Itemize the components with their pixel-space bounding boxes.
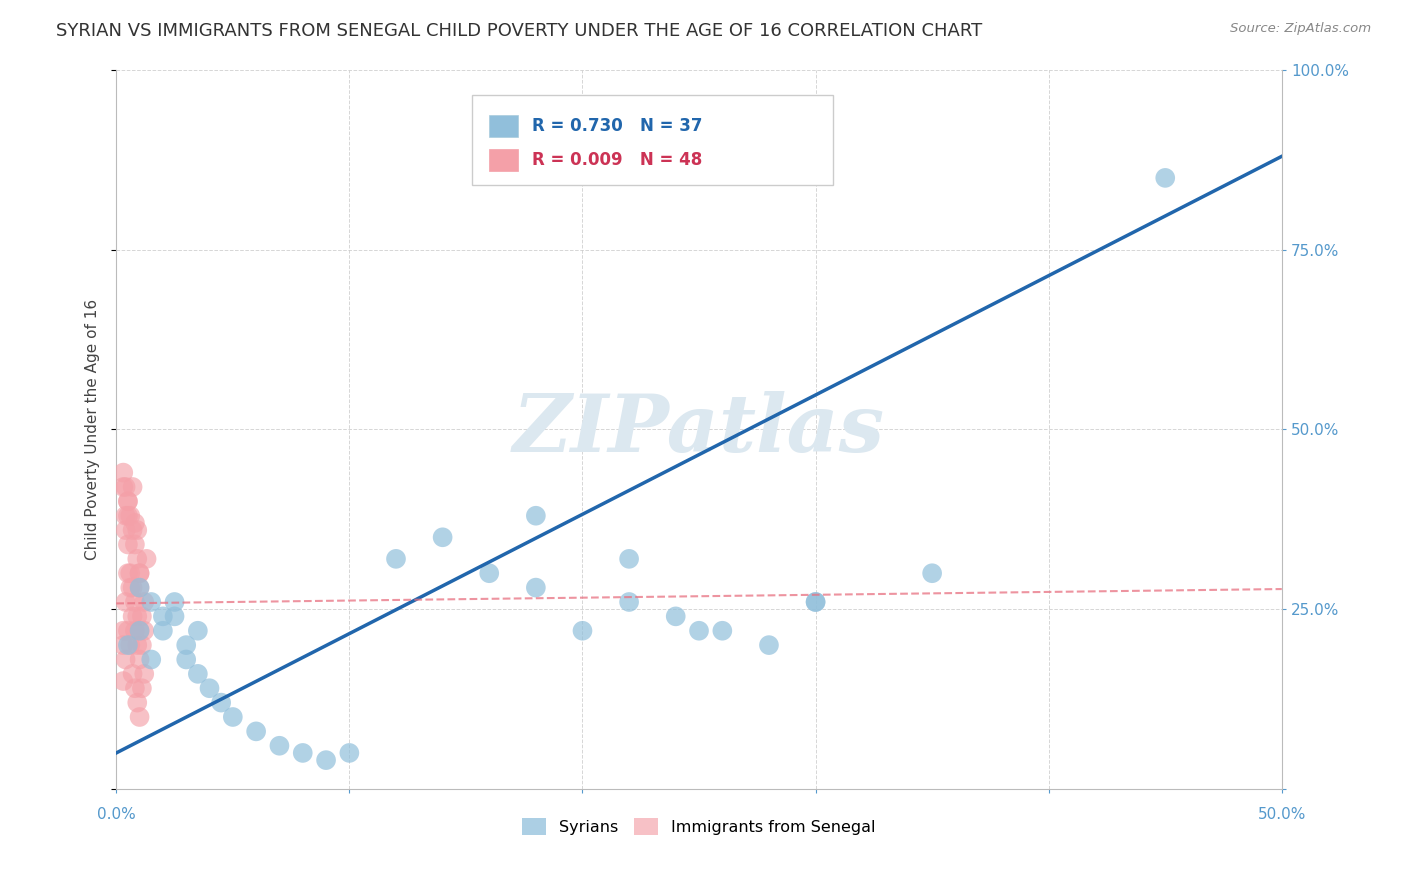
Point bbox=[124, 624, 146, 638]
Point bbox=[921, 566, 943, 581]
Point bbox=[385, 552, 408, 566]
Point bbox=[141, 652, 163, 666]
Point bbox=[127, 696, 149, 710]
Point bbox=[187, 624, 209, 638]
Point bbox=[117, 638, 139, 652]
Point bbox=[131, 681, 153, 696]
Point bbox=[134, 666, 156, 681]
Text: Source: ZipAtlas.com: Source: ZipAtlas.com bbox=[1230, 22, 1371, 36]
Point bbox=[134, 595, 156, 609]
Point bbox=[152, 609, 174, 624]
Point bbox=[665, 609, 688, 624]
Point bbox=[174, 638, 197, 652]
FancyBboxPatch shape bbox=[472, 95, 834, 185]
Point bbox=[758, 638, 780, 652]
Point bbox=[112, 638, 135, 652]
Point bbox=[432, 530, 454, 544]
Point bbox=[524, 581, 547, 595]
Point bbox=[124, 681, 146, 696]
Point bbox=[1154, 170, 1177, 185]
Point bbox=[120, 566, 142, 581]
Point bbox=[315, 753, 337, 767]
Text: SYRIAN VS IMMIGRANTS FROM SENEGAL CHILD POVERTY UNDER THE AGE OF 16 CORRELATION : SYRIAN VS IMMIGRANTS FROM SENEGAL CHILD … bbox=[56, 22, 983, 40]
Point bbox=[112, 674, 135, 689]
Point bbox=[134, 624, 156, 638]
Text: 50.0%: 50.0% bbox=[1257, 807, 1306, 822]
Point bbox=[121, 523, 143, 537]
Point bbox=[163, 595, 186, 609]
Point bbox=[120, 638, 142, 652]
Point bbox=[112, 466, 135, 480]
Point bbox=[124, 516, 146, 530]
Point bbox=[804, 595, 827, 609]
Point bbox=[114, 652, 136, 666]
Point bbox=[187, 666, 209, 681]
Point bbox=[163, 609, 186, 624]
Text: ZIPatlas: ZIPatlas bbox=[513, 391, 886, 468]
Point bbox=[128, 624, 150, 638]
Point bbox=[114, 508, 136, 523]
Point bbox=[121, 581, 143, 595]
Point bbox=[121, 480, 143, 494]
Point bbox=[711, 624, 734, 638]
Point bbox=[337, 746, 360, 760]
Point bbox=[291, 746, 314, 760]
Point bbox=[114, 480, 136, 494]
Point bbox=[124, 537, 146, 551]
Point bbox=[114, 523, 136, 537]
Point bbox=[120, 581, 142, 595]
Y-axis label: Child Poverty Under the Age of 16: Child Poverty Under the Age of 16 bbox=[86, 299, 100, 560]
Point bbox=[127, 609, 149, 624]
Point bbox=[128, 581, 150, 595]
Point bbox=[198, 681, 221, 696]
Legend: Syrians, Immigrants from Senegal: Syrians, Immigrants from Senegal bbox=[523, 818, 876, 835]
Point bbox=[128, 581, 150, 595]
Point bbox=[117, 494, 139, 508]
Point bbox=[688, 624, 710, 638]
Point bbox=[617, 552, 640, 566]
Point bbox=[120, 508, 142, 523]
Point bbox=[804, 595, 827, 609]
Point bbox=[128, 652, 150, 666]
Text: R = 0.009   N = 48: R = 0.009 N = 48 bbox=[533, 151, 703, 169]
Point bbox=[141, 595, 163, 609]
Text: R = 0.730   N = 37: R = 0.730 N = 37 bbox=[533, 117, 703, 135]
Point bbox=[128, 566, 150, 581]
Point bbox=[135, 552, 157, 566]
Point bbox=[152, 624, 174, 638]
Point bbox=[117, 537, 139, 551]
Point bbox=[127, 523, 149, 537]
Point bbox=[131, 638, 153, 652]
Point bbox=[124, 595, 146, 609]
Point bbox=[174, 652, 197, 666]
Point bbox=[112, 480, 135, 494]
Point bbox=[117, 508, 139, 523]
Point bbox=[121, 666, 143, 681]
Point bbox=[121, 609, 143, 624]
Point bbox=[117, 624, 139, 638]
Point bbox=[127, 552, 149, 566]
Point bbox=[128, 566, 150, 581]
Point bbox=[114, 595, 136, 609]
Point bbox=[524, 508, 547, 523]
Point bbox=[571, 624, 593, 638]
Point bbox=[131, 609, 153, 624]
FancyBboxPatch shape bbox=[489, 149, 519, 170]
Point bbox=[117, 494, 139, 508]
Point bbox=[128, 624, 150, 638]
Point bbox=[209, 696, 232, 710]
Point bbox=[617, 595, 640, 609]
Point bbox=[269, 739, 291, 753]
Point bbox=[112, 624, 135, 638]
FancyBboxPatch shape bbox=[489, 115, 519, 136]
Point bbox=[478, 566, 501, 581]
Point bbox=[245, 724, 267, 739]
Text: 0.0%: 0.0% bbox=[97, 807, 135, 822]
Point bbox=[128, 710, 150, 724]
Point bbox=[222, 710, 245, 724]
Point bbox=[117, 566, 139, 581]
Point bbox=[127, 638, 149, 652]
